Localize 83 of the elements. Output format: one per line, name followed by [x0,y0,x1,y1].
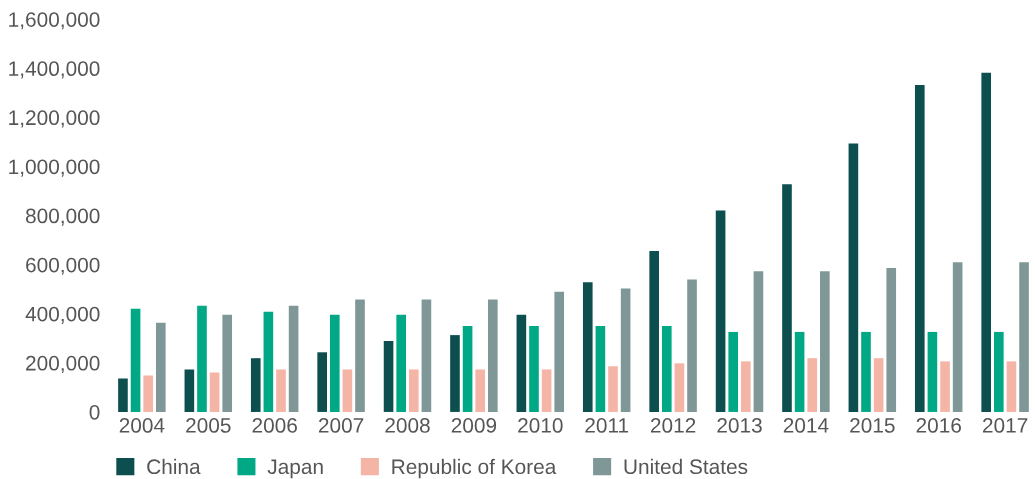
bar [981,72,992,412]
bar [450,335,460,412]
bar [541,369,552,412]
bar [516,314,527,412]
bar [475,369,486,412]
x-tick-label: 2006 [252,418,297,433]
x-tick-label: 2007 [318,418,364,433]
bar [753,271,764,412]
y-tick-label: 400,000 [25,306,100,324]
bar [554,291,565,412]
bar [620,288,631,412]
bar [807,358,818,412]
bar [715,210,726,412]
bar [1006,361,1017,412]
bar [661,326,672,412]
bar [674,363,685,412]
bar [488,299,498,412]
bar [861,331,871,412]
bar [741,361,751,412]
bar [288,305,299,412]
y-tick-label: 0 [89,404,100,420]
bar [728,331,739,412]
y-tick-label: 1,200,000 [9,110,100,128]
bar [848,143,859,412]
bar [155,322,166,412]
bar [250,358,261,412]
bar [914,84,925,412]
y-tick-label: 800,000 [25,208,100,226]
bar [462,326,473,412]
bar [130,308,141,412]
x-tick-label: 2004 [119,418,165,433]
x-tick-label: 2015 [850,418,895,433]
bar [782,184,792,412]
bar [276,369,286,412]
bar [118,378,128,412]
x-tick-label: 2017 [983,418,1028,433]
bar [940,361,950,412]
bar [649,250,659,412]
x-tick-label: 2012 [650,418,696,433]
legend-label: Republic of Korea [392,458,557,479]
legend-label: Japan [267,459,323,479]
x-tick-label: 2010 [518,418,563,433]
bar [687,279,697,412]
y-tick-label: 1,000,000 [9,159,100,177]
bar [209,372,220,412]
bar [421,299,432,412]
bar [794,331,805,412]
bar [197,305,207,412]
x-tick-label: 2016 [916,418,961,433]
bar [886,268,897,412]
bar [383,340,394,412]
bar [408,369,419,412]
y-tick-label: 1,400,000 [9,61,100,79]
x-tick-label: 2011 [585,418,629,433]
bar [873,358,884,412]
bar [595,326,606,412]
bar [994,331,1004,412]
bar [342,369,353,412]
x-tick-label: 2009 [451,418,497,433]
x-tick-label: 2014 [783,418,829,433]
bar [396,314,406,412]
bar [317,352,327,412]
y-tick-label: 200,000 [26,355,100,374]
bar [608,366,618,412]
legend-label: United States [624,458,748,475]
bar [355,299,365,412]
bar [952,262,963,412]
legend-label: China [147,458,201,475]
bar [1019,262,1029,412]
bar [222,314,233,412]
x-tick-label: 2013 [717,418,762,433]
bar [329,314,340,412]
bar [143,375,153,412]
x-tick-label: 2005 [186,418,231,433]
y-tick-label: 600,000 [26,257,100,275]
bar [582,282,593,412]
y-tick-label: 1,600,000 [9,12,100,30]
x-tick-label: 2008 [385,418,430,433]
bar [927,331,938,412]
bar [263,311,274,412]
bar [529,326,539,412]
bar [820,271,830,412]
bar [184,369,195,412]
